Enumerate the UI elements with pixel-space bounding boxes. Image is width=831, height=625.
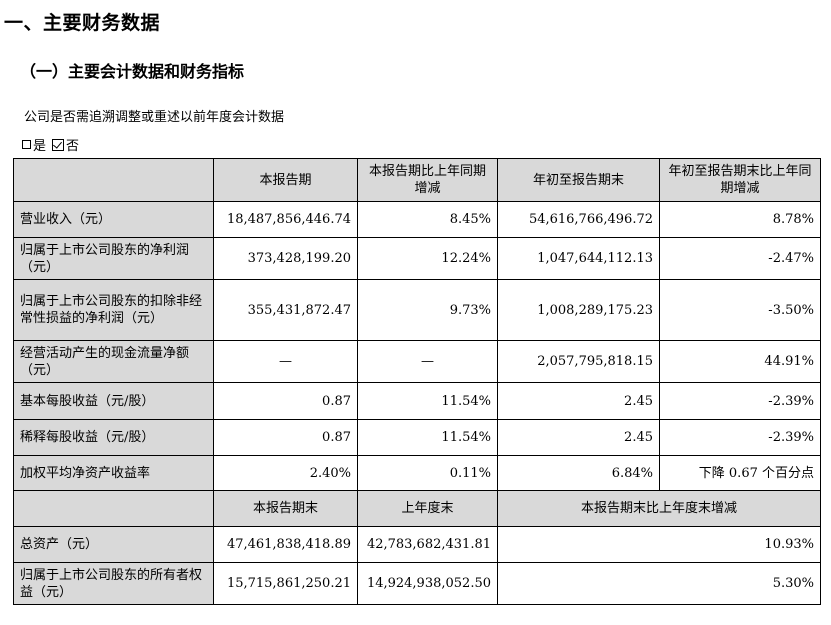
- subsection-title: （一）主要会计数据和财务指标: [20, 62, 245, 81]
- cell-prior-year-end: 42,783,682,431.81: [357, 526, 498, 563]
- row-label: 经营活动产生的现金流量净额（元）: [13, 340, 214, 383]
- cell-yoy: 11.54%: [357, 382, 498, 420]
- cell-period-end: 15,715,861,250.21: [213, 562, 358, 605]
- table-row: 基本每股收益（元/股） 0.87 11.54% 2.45 -2.39%: [13, 382, 821, 420]
- cell-yoy: 12.24%: [357, 237, 498, 280]
- row-label: 稀释每股收益（元/股）: [13, 419, 214, 456]
- table-row: 稀释每股收益（元/股） 0.87 11.54% 2.45 -2.39%: [13, 419, 821, 456]
- cell-ytd: 1,008,289,175.23: [497, 279, 660, 341]
- option-yes-label: 是: [33, 139, 47, 154]
- checked-box-icon[interactable]: [52, 138, 65, 151]
- cell-ytd: 1,047,644,112.13: [497, 237, 660, 280]
- cell-change: 10.93%: [497, 526, 821, 563]
- header-change: 本报告期末比上年度末增减: [497, 490, 821, 527]
- cell-ytd-yoy: -2.47%: [659, 237, 821, 280]
- row-label: 加权平均净资产收益率: [13, 455, 214, 491]
- table-row: 经营活动产生的现金流量净额（元） — — 2,057,795,818.15 44…: [13, 340, 821, 383]
- cell-yoy: —: [357, 340, 498, 383]
- header-ytd: 年初至报告期末: [497, 158, 660, 202]
- table-row: 总资产（元） 47,461,838,418.89 42,783,682,431.…: [13, 526, 821, 563]
- cell-ytd-yoy: -2.39%: [659, 419, 821, 456]
- cell-ytd-yoy: 44.91%: [659, 340, 821, 383]
- cell-ytd-yoy: 下降 0.67 个百分点: [659, 455, 821, 491]
- cell-yoy: 9.73%: [357, 279, 498, 341]
- header-current-period: 本报告期: [213, 158, 358, 202]
- cell-current: 355,431,872.47: [213, 279, 358, 341]
- cell-current: 18,487,856,446.74: [213, 201, 358, 238]
- header-ytd-yoy: 年初至报告期末比上年同期增减: [659, 158, 821, 202]
- table2-header-row: 本报告期末 上年度末 本报告期末比上年度末增减: [13, 490, 821, 527]
- header-current-yoy: 本报告期比上年同期增减: [357, 158, 498, 202]
- cell-prior-year-end: 14,924,938,052.50: [357, 562, 498, 605]
- cell-current: 2.40%: [213, 455, 358, 491]
- cell-period-end: 47,461,838,418.89: [213, 526, 358, 563]
- option-no-label: 否: [66, 139, 80, 154]
- row-label: 总资产（元）: [13, 526, 214, 563]
- retro-options: 是 否: [22, 135, 79, 154]
- unchecked-box-icon[interactable]: [22, 140, 31, 149]
- header-period-end: 本报告期末: [213, 490, 358, 527]
- row-label: 归属于上市公司股东的扣除非经常性损益的净利润（元）: [13, 279, 214, 341]
- cell-ytd: 54,616,766,496.72: [497, 201, 660, 238]
- table-row: 营业收入（元） 18,487,856,446.74 8.45% 54,616,7…: [13, 201, 821, 238]
- cell-current: 0.87: [213, 419, 358, 456]
- row-label: 基本每股收益（元/股）: [13, 382, 214, 420]
- table-row: 归属于上市公司股东的净利润（元） 373,428,199.20 12.24% 1…: [13, 237, 821, 280]
- cell-current: 373,428,199.20: [213, 237, 358, 280]
- header-blank: [13, 158, 214, 202]
- row-label: 归属于上市公司股东的净利润（元）: [13, 237, 214, 280]
- cell-yoy: 8.45%: [357, 201, 498, 238]
- cell-current: —: [213, 340, 358, 383]
- cell-current: 0.87: [213, 382, 358, 420]
- cell-yoy: 0.11%: [357, 455, 498, 491]
- header-prior-year-end: 上年度末: [357, 490, 498, 527]
- cell-ytd-yoy: 8.78%: [659, 201, 821, 238]
- cell-ytd: 2.45: [497, 382, 660, 420]
- cell-ytd: 6.84%: [497, 455, 660, 491]
- row-label: 归属于上市公司股东的所有者权益（元）: [13, 562, 214, 605]
- financial-table: 本报告期 本报告期比上年同期增减 年初至报告期末 年初至报告期末比上年同期增减 …: [13, 158, 821, 605]
- retro-question: 公司是否需追溯调整或重述以前年度会计数据: [24, 110, 285, 125]
- table-row: 归属于上市公司股东的所有者权益（元） 15,715,861,250.21 14,…: [13, 562, 821, 605]
- cell-change: 5.30%: [497, 562, 821, 605]
- row-label: 营业收入（元）: [13, 201, 214, 238]
- table-row: 加权平均净资产收益率 2.40% 0.11% 6.84% 下降 0.67 个百分…: [13, 455, 821, 491]
- table-row: 归属于上市公司股东的扣除非经常性损益的净利润（元） 355,431,872.47…: [13, 279, 821, 341]
- cell-ytd-yoy: -2.39%: [659, 382, 821, 420]
- cell-yoy: 11.54%: [357, 419, 498, 456]
- section-title: 一、主要财务数据: [4, 12, 161, 34]
- cell-ytd-yoy: -3.50%: [659, 279, 821, 341]
- cell-ytd: 2,057,795,818.15: [497, 340, 660, 383]
- table1-header-row: 本报告期 本报告期比上年同期增减 年初至报告期末 年初至报告期末比上年同期增减: [13, 158, 821, 202]
- header-blank: [13, 490, 214, 527]
- cell-ytd: 2.45: [497, 419, 660, 456]
